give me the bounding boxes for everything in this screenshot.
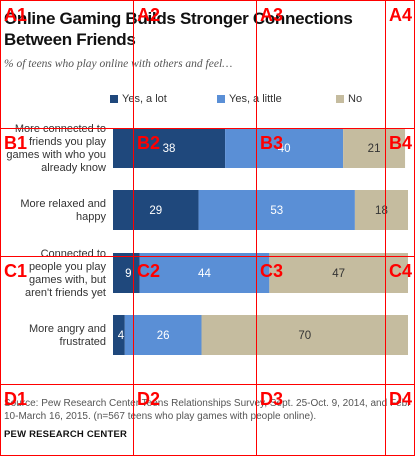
category-label-line: games with who you: [6, 149, 106, 161]
grid-line-vertical: [385, 0, 386, 456]
legend-item-yes-a-little: Yes, a little: [217, 93, 282, 105]
grid-cell-label: D1: [4, 389, 28, 409]
bar-segment: [343, 128, 406, 168]
bar-segment: [139, 253, 270, 293]
grid-cell-label: A4: [389, 5, 413, 25]
legend-swatch-yes-a-lot: [110, 95, 118, 103]
chart-title: Online Gaming Builds Stronger Connection…: [4, 9, 353, 49]
category-label-line: Connected to: [41, 248, 106, 260]
bar-segment: [113, 315, 125, 355]
category-label-line: already know: [41, 162, 106, 174]
chart-subtitle: % of teens who play online with others a…: [4, 58, 233, 70]
category-label-line: More relaxed and: [20, 198, 106, 210]
bar-segment: [201, 315, 408, 355]
grid-cell-label: C1: [4, 261, 28, 281]
grid-cell-label: A1: [4, 5, 28, 25]
grid-line-vertical: [0, 0, 1, 456]
legend-label-no: No: [348, 93, 363, 105]
bar-segment: [113, 190, 199, 230]
value-label: 44: [198, 268, 211, 280]
bar-segment: [113, 128, 226, 168]
value-label: 53: [270, 205, 283, 217]
value-label: 4: [118, 330, 125, 342]
category-label-line: More connected to: [15, 123, 106, 135]
grid-line-horizontal: [0, 0, 415, 1]
grid-cell-label: D4: [389, 389, 413, 409]
legend-swatch-no: [336, 95, 344, 103]
value-label: 29: [149, 205, 162, 217]
category-label-line: people you play: [29, 261, 107, 273]
legend-swatch-yes-a-little: [217, 95, 225, 103]
grid-cell-label: A3: [260, 5, 284, 25]
category-label-line: happy: [76, 211, 106, 223]
brand-label: PEW RESEARCH CENTER: [4, 429, 128, 440]
grid-cell-label: B2: [137, 133, 161, 153]
grid-line-horizontal: [0, 256, 415, 257]
value-label: 26: [157, 330, 170, 342]
grid-line-vertical: [256, 0, 257, 456]
grid-line-horizontal: [0, 128, 415, 129]
value-label: 9: [125, 268, 131, 280]
value-label: 18: [375, 205, 388, 217]
category-label-line: games with, but: [29, 274, 106, 286]
source-note: Source: Pew Research Center Teens Relati…: [4, 398, 410, 422]
bar-segment: [124, 315, 202, 355]
grid-cell-label: B4: [389, 133, 413, 153]
grid-cell-label: C2: [137, 261, 161, 281]
category-label-line: friends you play: [29, 136, 107, 148]
category-label-line: frustrated: [60, 336, 106, 348]
grid-cell-label: D2: [137, 389, 161, 409]
value-label: 21: [368, 143, 381, 155]
category-label-line: aren't friends yet: [25, 287, 106, 299]
bar-segment: [113, 253, 140, 293]
grid-cell-label: B3: [260, 133, 284, 153]
grid-cell-label: C3: [260, 261, 284, 281]
grid-line-horizontal: [0, 384, 415, 385]
bar-segment: [225, 128, 344, 168]
grid-cell-label: A2: [137, 5, 161, 25]
grid-cell-label: D3: [260, 389, 284, 409]
legend-item-no: No: [336, 93, 362, 105]
value-label: 40: [278, 143, 291, 155]
value-label: 70: [298, 330, 311, 342]
legend-label-yes-a-little: Yes, a little: [229, 93, 282, 105]
value-label: 47: [332, 268, 345, 280]
bar-segment: [269, 253, 408, 293]
grid-cell-label: B1: [4, 133, 28, 153]
grid-line-vertical: [133, 0, 134, 456]
category-label-line: More angry and: [29, 323, 106, 335]
bar-segment: [354, 190, 408, 230]
bar-segment: [198, 190, 355, 230]
value-label: 38: [163, 143, 176, 155]
grid-cell-label: C4: [389, 261, 413, 281]
